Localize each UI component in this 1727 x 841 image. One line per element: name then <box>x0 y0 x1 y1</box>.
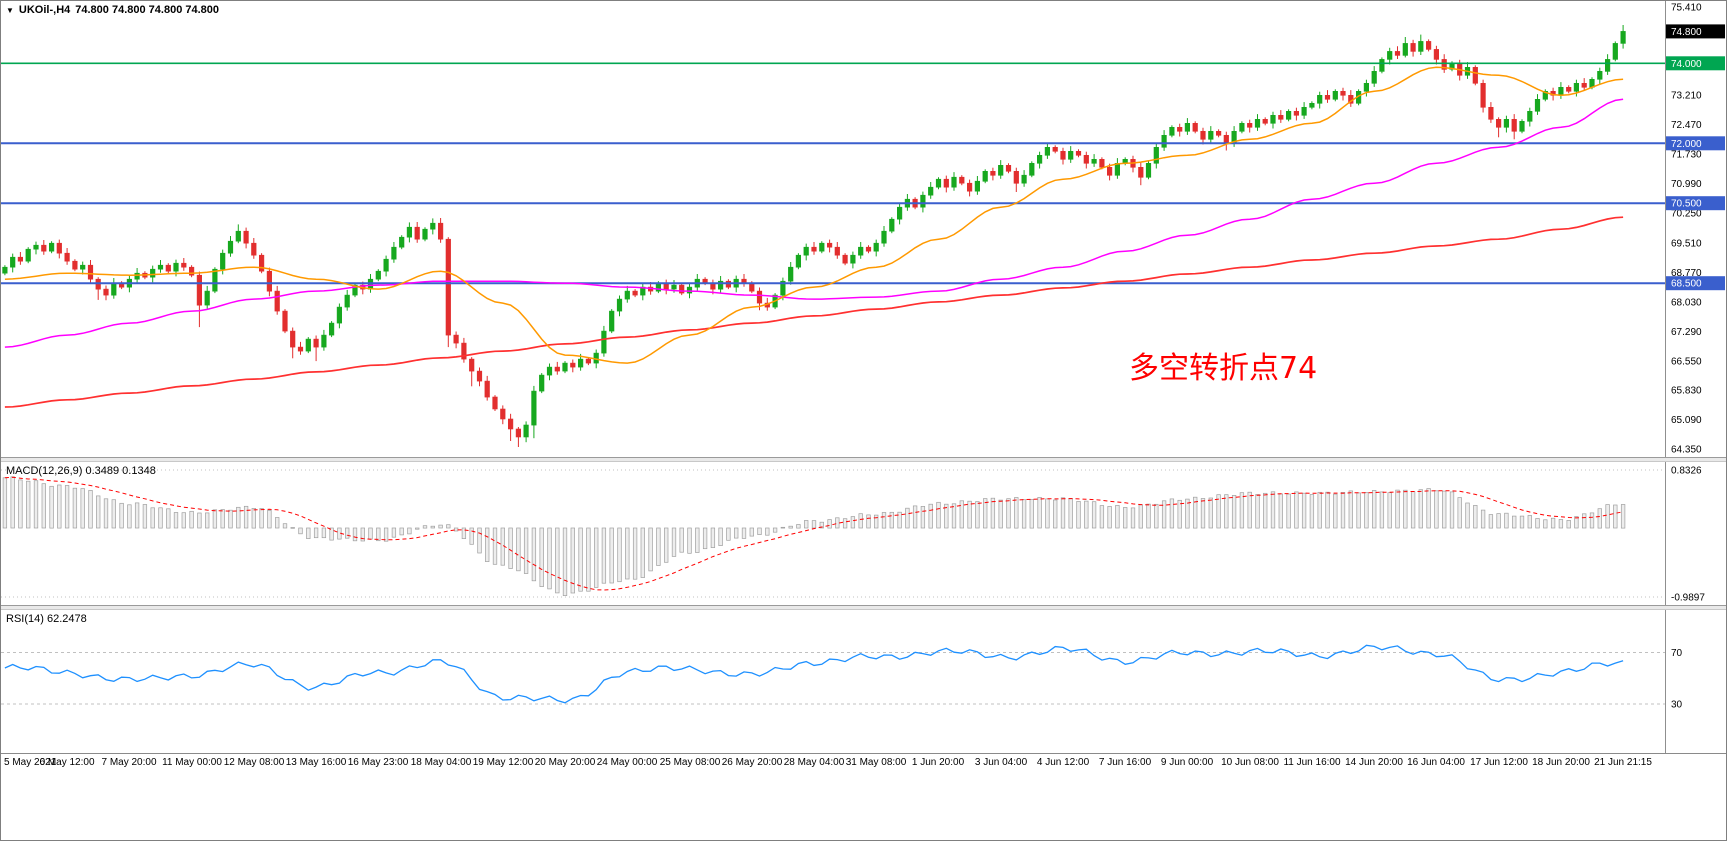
time-axis-label: 7 May 20:00 <box>101 757 157 768</box>
svg-text:75.410: 75.410 <box>1671 3 1702 14</box>
ohlc-quotes: 74.800 74.800 74.800 74.800 <box>75 4 220 16</box>
main-chart-panel[interactable]: 75.410 73.210 72.470 71.730 70.990 70.250 69.5… <box>1 1 1726 457</box>
time-axis-label: 21 Jun 21:15 <box>1594 757 1652 768</box>
time-axis-label: 18 May 04:00 <box>410 757 472 768</box>
svg-text:70.500: 70.500 <box>1671 199 1702 210</box>
svg-text:71.730: 71.730 <box>1671 150 1702 161</box>
time-axis-label: 16 Jun 04:00 <box>1407 757 1465 768</box>
panel-splitter[interactable] <box>1 605 1726 610</box>
time-axis-label: 26 May 20:00 <box>721 757 783 768</box>
time-axis-label: 18 Jun 20:00 <box>1532 757 1590 768</box>
moving-average-line <box>4 98 1624 348</box>
svg-text:70.250: 70.250 <box>1671 209 1702 220</box>
svg-text:70.990: 70.990 <box>1671 179 1702 190</box>
moving-average-line <box>4 66 1624 364</box>
svg-text:68.770: 68.770 <box>1671 268 1702 279</box>
horizontal-levels <box>1 62 1665 285</box>
macd-scale-lines <box>1 469 1665 598</box>
rsi-level-lines <box>1 652 1665 705</box>
time-axis-label: 14 Jun 20:00 <box>1345 757 1403 768</box>
window-background <box>1 772 1726 840</box>
macd-axis[interactable]: 0.8326 -0.9897 <box>1665 462 1706 605</box>
rsi-title: RSI(14) 62.2478 <box>6 613 87 625</box>
chart-annotation-text: 多空转折点74 <box>1129 351 1318 386</box>
svg-text:-0.9897: -0.9897 <box>1671 593 1705 604</box>
time-axis-label: 11 Jun 16:00 <box>1283 757 1341 768</box>
svg-text:69.510: 69.510 <box>1671 238 1702 249</box>
macd-signal-line <box>4 476 1624 591</box>
time-axis-label: 5 May 2021 <box>4 757 57 768</box>
svg-text:64.350: 64.350 <box>1671 445 1702 456</box>
macd-histogram-bars <box>2 476 1626 596</box>
chart-title: ▼ UKOil-,H4 74.800 74.800 74.800 74.800 <box>6 4 219 16</box>
time-axis-label: 24 May 00:00 <box>596 757 658 768</box>
time-axis-label: 9 Jun 00:00 <box>1160 757 1214 768</box>
svg-text:72.000: 72.000 <box>1671 139 1702 150</box>
symbol-period-label: UKOil-,H4 <box>18 4 71 16</box>
time-axis-label: 31 May 08:00 <box>845 757 907 768</box>
time-axis-label: 4 Jun 12:00 <box>1036 757 1090 768</box>
svg-text:68.500: 68.500 <box>1671 279 1702 290</box>
time-axis-label: 28 May 04:00 <box>783 757 845 768</box>
svg-text:70: 70 <box>1671 648 1683 659</box>
time-axis-label: 1 Jun 20:00 <box>911 757 965 768</box>
time-axis[interactable]: 5 May 2021 6 May 12:00 7 May 20:00 11 May 0… <box>1 753 1726 772</box>
rsi-line-chart[interactable]: 70 30 <box>1 610 1726 753</box>
time-axis-label: 6 May 12:00 <box>39 757 95 768</box>
price-axis[interactable]: 75.410 73.210 72.470 71.730 70.990 70.250 69.5… <box>1665 1 1726 457</box>
time-axis-label: 13 May 16:00 <box>285 757 347 768</box>
svg-text:72.470: 72.470 <box>1671 120 1702 131</box>
time-axis-label: 10 Jun 08:00 <box>1221 757 1279 768</box>
rsi-axis[interactable]: 70 30 <box>1665 610 1683 753</box>
time-axis-label: 17 Jun 12:00 <box>1470 757 1528 768</box>
candlestick-chart[interactable]: 75.410 73.210 72.470 71.730 70.990 70.250 69.5… <box>1 1 1726 457</box>
time-axis-label: 11 May 00:00 <box>162 757 222 768</box>
rsi-line <box>4 644 1624 704</box>
svg-text:0.8326: 0.8326 <box>1671 466 1702 477</box>
svg-text:73.210: 73.210 <box>1671 90 1702 101</box>
svg-text:65.090: 65.090 <box>1671 415 1702 426</box>
macd-title: MACD(12,26,9) 0.3489 0.1348 <box>6 465 156 477</box>
symbol-dropdown-icon[interactable]: ▼ <box>6 5 14 15</box>
time-axis-label: 12 May 08:00 <box>223 757 285 768</box>
time-axis-label: 20 May 20:00 <box>534 757 596 768</box>
svg-text:74.000: 74.000 <box>1671 59 1702 70</box>
svg-text:66.550: 66.550 <box>1671 357 1702 368</box>
macd-panel[interactable]: 0.8326 -0.9897 MACD(12,26,9) 0.3489 0.134… <box>1 462 1726 605</box>
moving-average-line <box>4 216 1624 408</box>
panel-splitter[interactable] <box>1 457 1726 462</box>
svg-text:65.830: 65.830 <box>1671 385 1702 396</box>
time-axis-label: 16 May 23:00 <box>347 757 409 768</box>
svg-text:74.800: 74.800 <box>1671 27 1702 38</box>
macd-histogram-chart[interactable]: 0.8326 -0.9897 <box>1 462 1726 605</box>
svg-text:67.290: 67.290 <box>1671 327 1702 338</box>
svg-text:30: 30 <box>1671 700 1683 711</box>
svg-text:68.030: 68.030 <box>1671 297 1702 308</box>
candles <box>2 25 1626 447</box>
time-axis-label: 7 Jun 16:00 <box>1098 757 1152 768</box>
time-axis-label: 19 May 12:00 <box>472 757 534 768</box>
rsi-panel[interactable]: 70 30 RSI(14) 62.2478 <box>1 610 1726 753</box>
time-axis-label: 3 Jun 04:00 <box>974 757 1028 768</box>
time-axis-label: 25 May 08:00 <box>659 757 721 768</box>
